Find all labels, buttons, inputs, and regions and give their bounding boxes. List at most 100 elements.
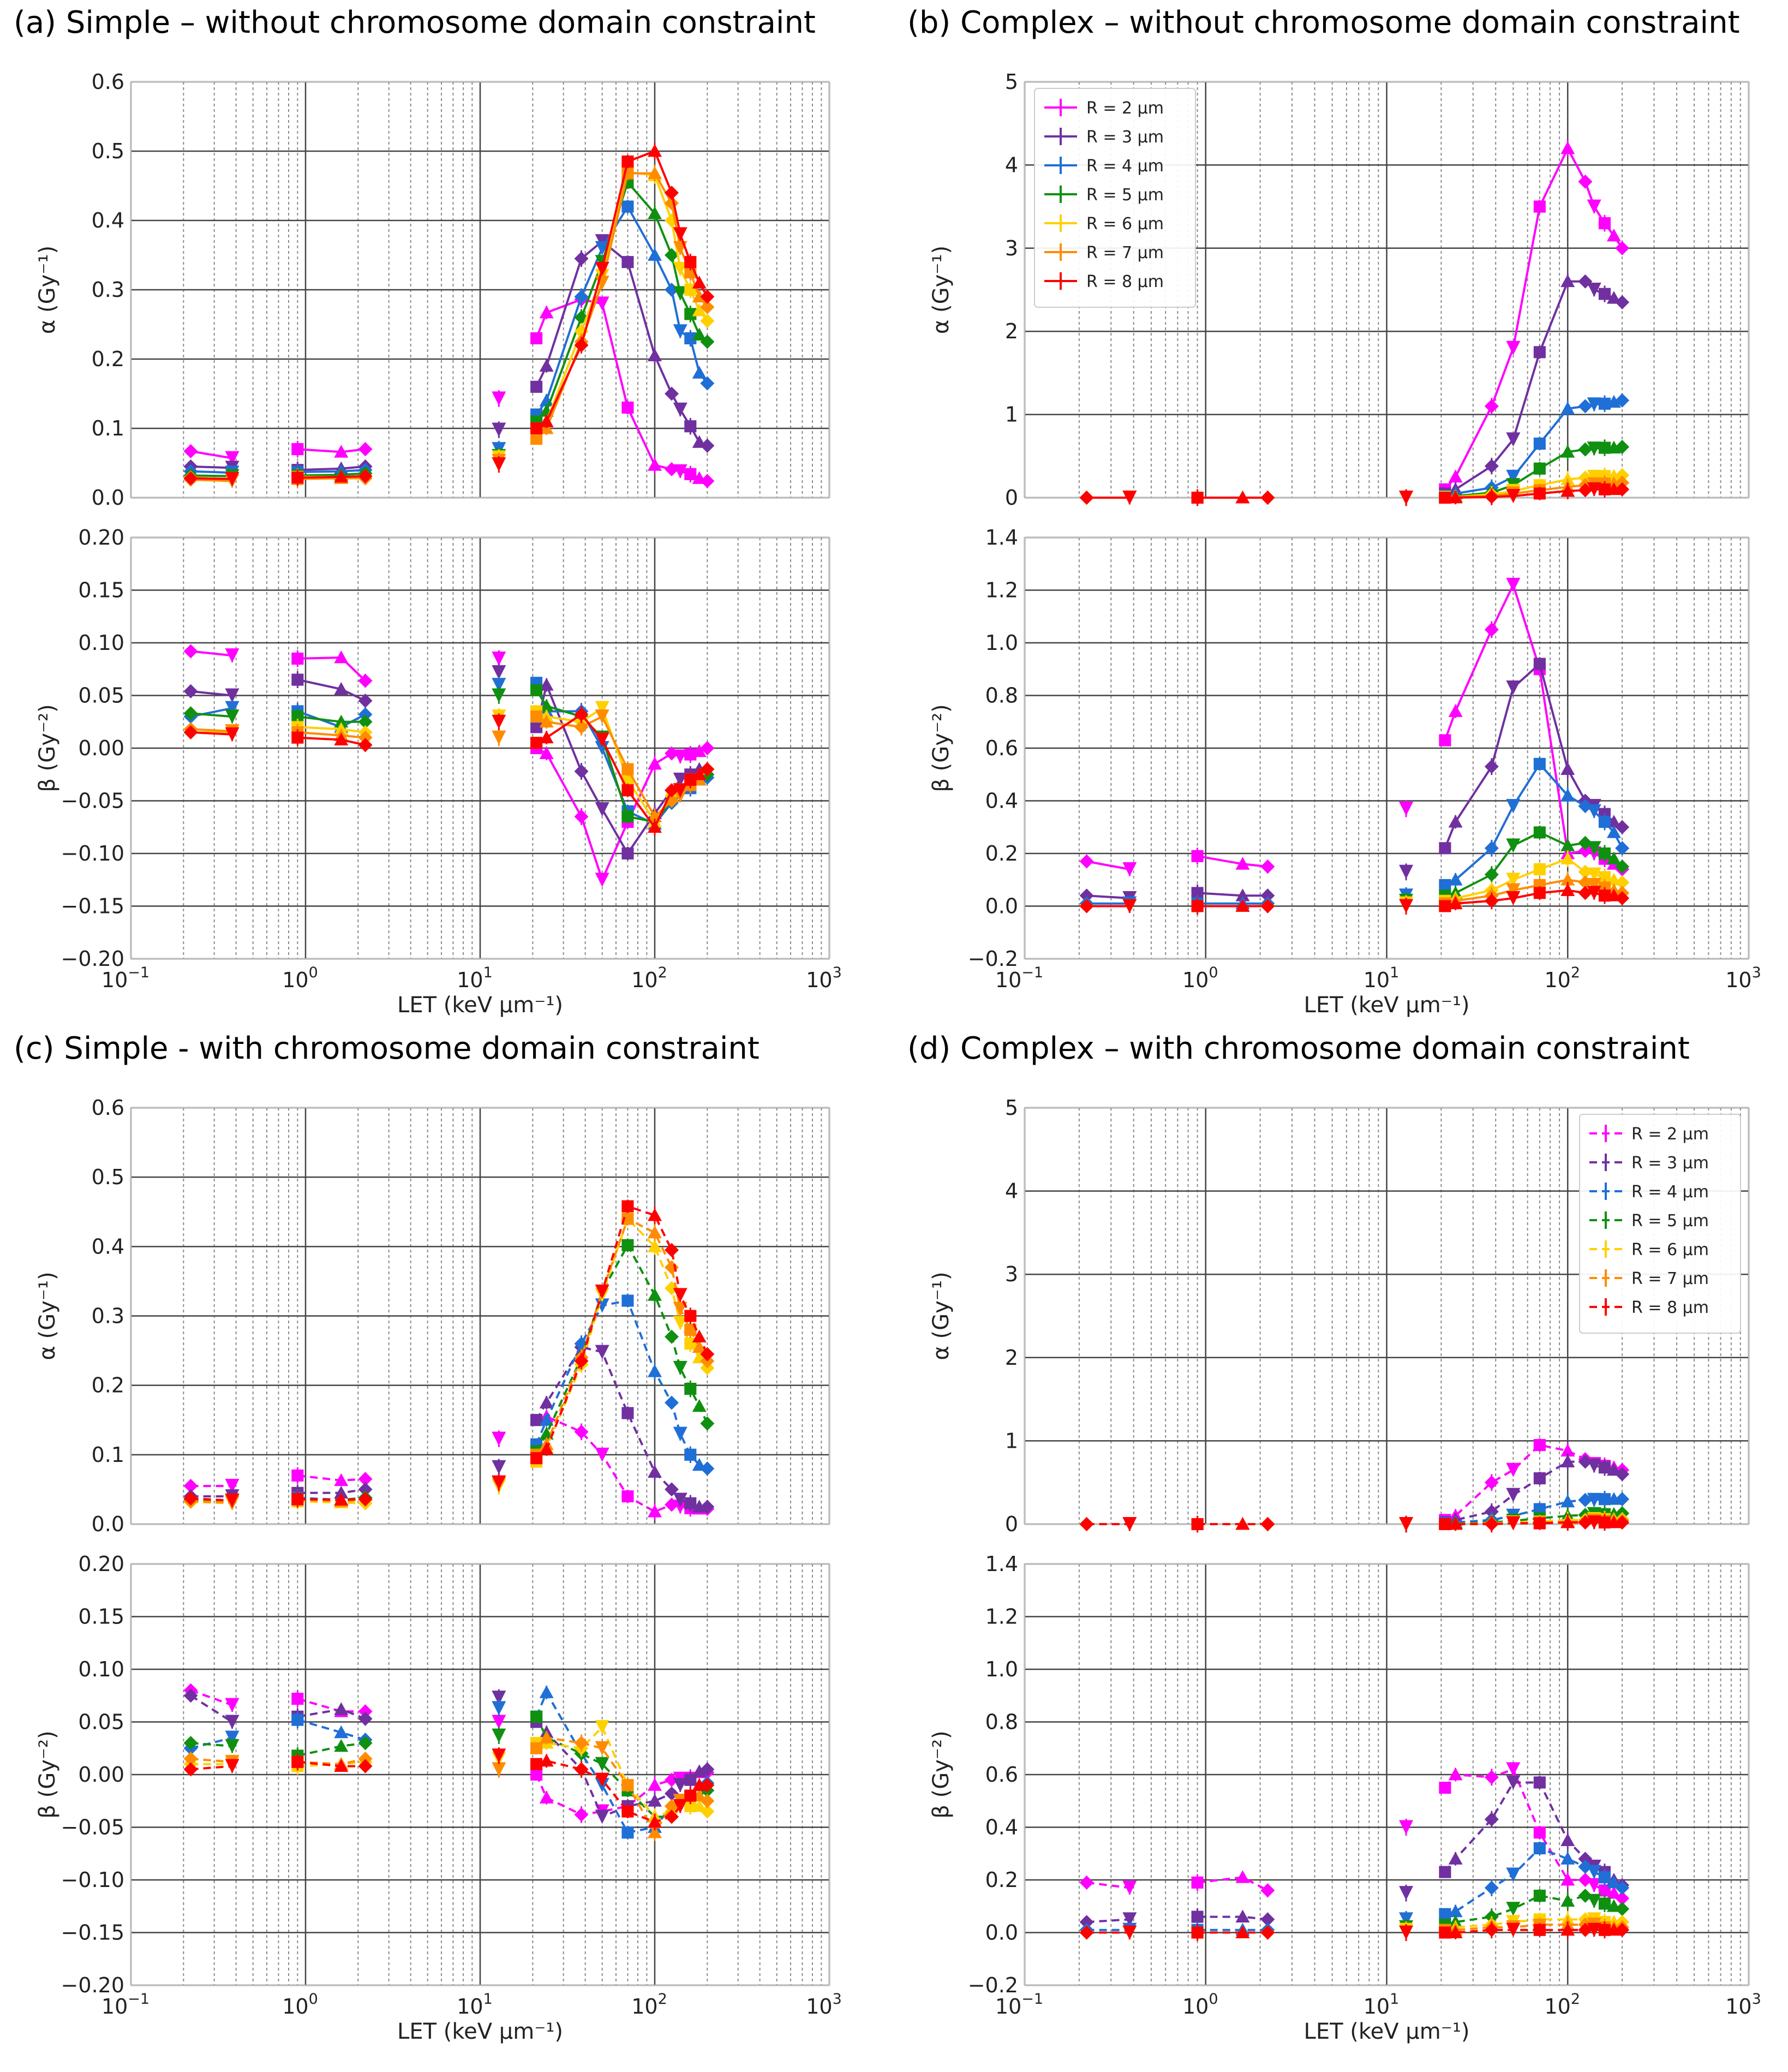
data-point xyxy=(1598,889,1611,902)
data-point xyxy=(1606,851,1621,865)
data-point xyxy=(1122,491,1137,505)
data-point xyxy=(183,444,198,458)
data-point xyxy=(1606,395,1621,408)
subplot-d-beta: −0.2 0.0 0.2 0.4 0.6 0.8 1.0 1.2 1.4 β (Gy⁻²) 10−1… xyxy=(929,1552,1761,2044)
y-tick-label: −0.20 xyxy=(61,1973,124,1997)
y-tick-label: 0.0 xyxy=(92,486,124,510)
data-point xyxy=(1587,867,1601,882)
data-point xyxy=(539,414,554,427)
data-point xyxy=(648,458,662,471)
data-point xyxy=(1560,1873,1575,1886)
data-point xyxy=(183,1479,198,1494)
y-tick-label: 3 xyxy=(1005,236,1018,260)
data-point xyxy=(1399,1886,1414,1901)
data-point xyxy=(1533,346,1546,359)
data-point xyxy=(1533,658,1546,670)
series-line-8um xyxy=(297,475,366,479)
data-point xyxy=(665,1395,679,1410)
y-axis-label: α (Gy⁻¹) xyxy=(35,1271,60,1360)
data-point xyxy=(1615,891,1630,906)
data-point xyxy=(648,820,662,833)
data-point xyxy=(1587,1865,1601,1879)
data-point xyxy=(1484,459,1499,474)
data-point xyxy=(1484,841,1499,856)
data-point xyxy=(574,1762,589,1777)
data-point xyxy=(1560,401,1575,415)
x-tick-label: 10−1 xyxy=(995,1991,1043,2019)
data-point xyxy=(595,873,609,887)
data-point xyxy=(684,308,697,320)
data-point xyxy=(700,300,715,314)
data-point xyxy=(1578,470,1593,485)
data-point xyxy=(1399,1925,1414,1940)
data-point xyxy=(648,348,662,362)
x-tick-label: 102 xyxy=(631,964,667,992)
data-point xyxy=(358,1492,373,1507)
data-point xyxy=(595,709,609,724)
data-point xyxy=(574,1354,589,1369)
data-point xyxy=(530,721,543,733)
data-point xyxy=(225,727,240,742)
data-point xyxy=(183,1752,198,1766)
y-axis-label: α (Gy⁻¹) xyxy=(929,1271,954,1360)
data-point xyxy=(358,738,373,753)
data-point xyxy=(1587,804,1601,819)
data-point xyxy=(673,1492,687,1507)
y-tick-label: −0.2 xyxy=(968,1973,1018,1997)
data-point xyxy=(1260,1517,1275,1531)
x-tick-label: 102 xyxy=(1544,964,1580,992)
data-point xyxy=(1560,873,1575,886)
data-point xyxy=(358,673,373,688)
data-point xyxy=(595,1720,609,1735)
subplot-a-beta: −0.20 −0.15 −0.10 −0.05 0.00 0.05 0.10 0.15 0.20… xyxy=(35,526,842,1018)
data-point xyxy=(539,1442,554,1455)
data-point xyxy=(539,698,554,712)
x-tick-label: 101 xyxy=(1364,964,1400,992)
data-point xyxy=(1506,432,1521,447)
data-point xyxy=(492,1691,506,1705)
legend-label: R = 7 µm xyxy=(1086,243,1164,262)
series-line-3um xyxy=(1086,1918,1130,1924)
data-point xyxy=(530,684,543,696)
data-point xyxy=(492,457,506,472)
legend-d: R = 2 µm R = 3 µm R = 4 µm R = 5 µm R = 6 µm… xyxy=(1579,1114,1741,1334)
x-axis-label: LET (keV µm⁻¹) xyxy=(397,993,563,1018)
series-line-3um xyxy=(190,465,232,469)
data-point xyxy=(1615,1891,1630,1906)
data-point xyxy=(183,684,198,698)
data-point xyxy=(692,1329,707,1343)
y-tick-label: 0.05 xyxy=(78,684,124,708)
y-tick-label: 0.4 xyxy=(92,1234,124,1258)
data-point xyxy=(595,296,609,311)
data-point xyxy=(291,673,304,686)
data-point xyxy=(225,701,240,715)
legend-label: R = 8 µm xyxy=(1086,272,1164,291)
data-point xyxy=(1606,482,1621,495)
data-point xyxy=(1560,1494,1575,1508)
data-point xyxy=(334,1702,349,1715)
y-axis-label: β (Gy⁻²) xyxy=(929,1730,954,1818)
data-point xyxy=(574,809,589,824)
data-point xyxy=(1399,491,1414,505)
x-tick-label: 102 xyxy=(1544,1991,1580,2019)
data-point xyxy=(334,714,349,728)
data-point xyxy=(1484,759,1499,774)
x-tick-label: 101 xyxy=(457,964,493,992)
series-line-7um xyxy=(190,728,232,733)
data-point xyxy=(595,261,609,276)
data-point xyxy=(1533,1924,1546,1936)
data-point xyxy=(1560,1515,1575,1528)
legend-label: R = 7 µm xyxy=(1631,1269,1709,1288)
legend-label: R = 8 µm xyxy=(1631,1298,1709,1317)
legend-label: R = 5 µm xyxy=(1086,186,1164,205)
series-layer xyxy=(1079,1762,1630,1941)
data-point xyxy=(595,1345,609,1359)
data-point xyxy=(1533,462,1546,475)
y-tick-label: 0.10 xyxy=(78,1657,124,1681)
data-point xyxy=(1448,896,1463,910)
data-point xyxy=(1235,1517,1250,1530)
data-point xyxy=(684,1323,697,1336)
data-point xyxy=(539,1790,554,1804)
data-point xyxy=(1399,1820,1414,1835)
